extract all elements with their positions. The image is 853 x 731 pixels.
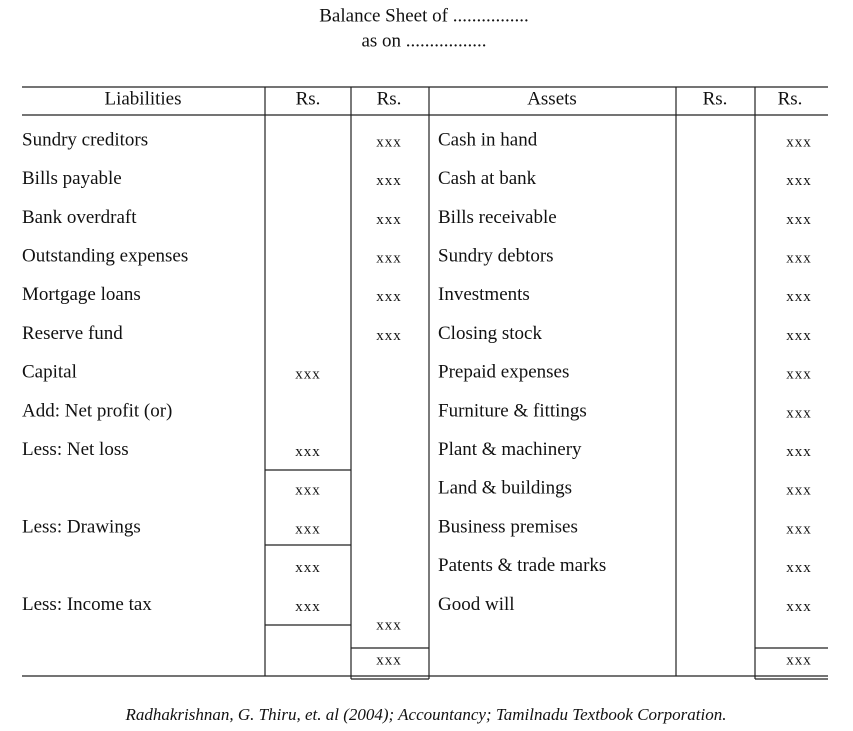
- account: Capital: [22, 362, 77, 383]
- account: Bills payable: [22, 168, 122, 189]
- amount: xxx: [295, 444, 321, 460]
- amount: xxx: [786, 251, 812, 267]
- amount: xxx: [376, 617, 402, 633]
- amount: xxx: [786, 521, 812, 537]
- account: Less: Income tax: [22, 594, 152, 615]
- account: Closing stock: [438, 323, 542, 344]
- column-header: Rs.: [703, 88, 728, 109]
- account: Add: Net profit (or): [22, 400, 172, 421]
- account: Investments: [438, 284, 530, 305]
- account: Reserve fund: [22, 323, 123, 344]
- subtitle: as on .................: [361, 30, 486, 51]
- account: Cash in hand: [438, 129, 538, 150]
- column-header: Rs.: [377, 88, 402, 109]
- amount: xxx: [786, 212, 812, 228]
- amount: xxx: [786, 652, 812, 668]
- column-header: Assets: [527, 88, 577, 109]
- amount: xxx: [786, 289, 812, 305]
- table-rules: [22, 86, 828, 680]
- amount: xxx: [786, 328, 812, 344]
- account: Cash at bank: [438, 168, 537, 189]
- amount: xxx: [786, 483, 812, 499]
- column-header: Rs.: [296, 88, 321, 109]
- amount: xxx: [376, 173, 402, 189]
- account: Bills receivable: [438, 207, 557, 228]
- account: Prepaid expenses: [438, 362, 569, 383]
- amount: xxx: [376, 652, 402, 668]
- account: Mortgage loans: [22, 284, 141, 305]
- amount: xxx: [376, 328, 402, 344]
- amount: xxx: [376, 251, 402, 267]
- account: Sundry debtors: [438, 245, 554, 266]
- column-header: Liabilities: [104, 88, 181, 109]
- amount: xxx: [786, 134, 812, 150]
- account: Land & buildings: [438, 478, 572, 499]
- column-header: Rs.: [778, 88, 803, 109]
- account: Sundry creditors: [22, 129, 148, 150]
- amount: xxx: [786, 367, 812, 383]
- amount: xxx: [376, 134, 402, 150]
- account: Good will: [438, 594, 515, 615]
- account: Less: Drawings: [22, 516, 141, 537]
- amount: xxx: [786, 405, 812, 421]
- amount: xxx: [786, 599, 812, 615]
- amount: xxx: [295, 521, 321, 537]
- citation: Radhakrishnan, G. Thiru, et. al (2004); …: [125, 705, 727, 724]
- account: Patents & trade marks: [438, 555, 606, 576]
- account: Less: Net loss: [22, 439, 129, 460]
- account: Business premises: [438, 516, 578, 537]
- account: Bank overdraft: [22, 207, 137, 228]
- amount: xxx: [295, 367, 321, 383]
- amount: xxx: [786, 560, 812, 576]
- amount: xxx: [376, 289, 402, 305]
- amount: xxx: [295, 483, 321, 499]
- amount: xxx: [786, 173, 812, 189]
- amount: xxx: [295, 560, 321, 576]
- account: Outstanding expenses: [22, 245, 188, 266]
- title: Balance Sheet of ................: [319, 5, 528, 26]
- amount: xxx: [376, 212, 402, 228]
- amount: xxx: [295, 599, 321, 615]
- account: Furniture & fittings: [438, 400, 587, 421]
- account: Plant & machinery: [438, 439, 582, 460]
- amount: xxx: [786, 444, 812, 460]
